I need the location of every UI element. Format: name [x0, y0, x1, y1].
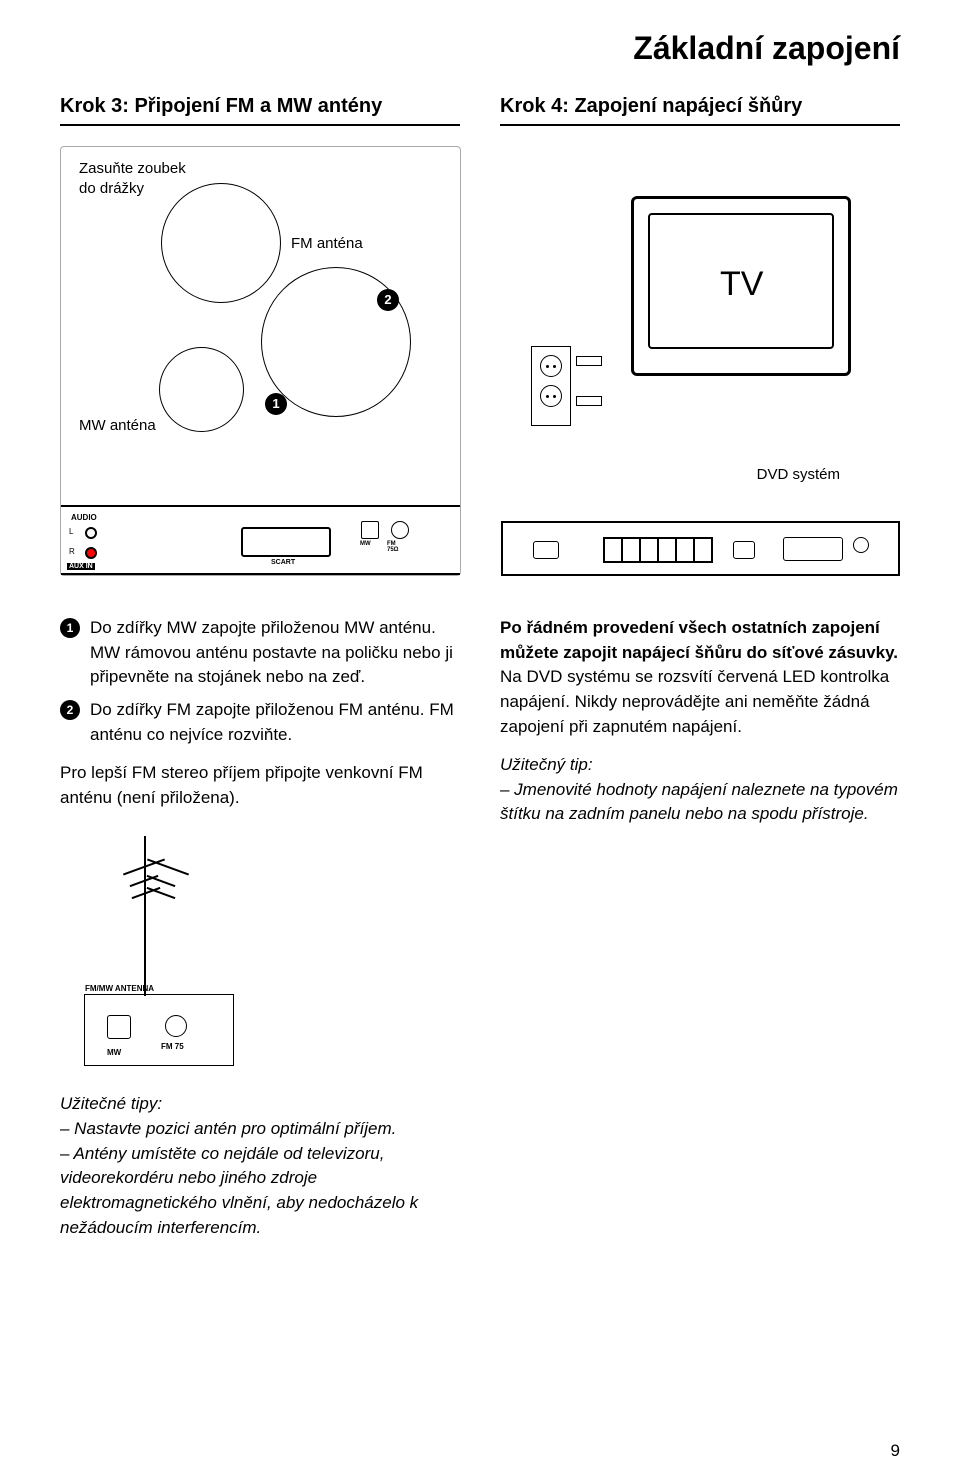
label-fm-antena: FM anténa	[291, 235, 363, 252]
rca-l-icon	[85, 527, 97, 539]
conn-fm-label: FM 75	[161, 1041, 184, 1053]
step-item-2: 2 Do zdířky FM zapojte přiloženou FM ant…	[60, 698, 460, 747]
callout-1: 1	[265, 393, 287, 415]
num-circle-1: 1	[60, 618, 80, 638]
dvd-system-label: DVD systém	[757, 466, 840, 483]
tips-head: Užitečné tipy:	[60, 1092, 460, 1117]
panel-l: L	[69, 527, 73, 536]
scart-port-icon	[783, 537, 843, 561]
rear-panel-right	[501, 521, 900, 576]
conn-fm-icon	[165, 1015, 187, 1037]
diagram-power: TV DVD systém	[501, 146, 900, 576]
antenna-connector-box: FM/MW ANTENNA MW FM 75	[84, 994, 234, 1066]
right-p1: Po řádném provedení všech ostatních zapo…	[500, 616, 900, 665]
diagrams-row: Zasuňte zoubek do drážky FM anténa MW an…	[60, 146, 900, 576]
panel-r: R	[69, 547, 75, 556]
label-zasunte-l2: do drážky	[79, 179, 186, 199]
callout-2: 2	[377, 289, 399, 311]
steps-row: Krok 3: Připojení FM a MW antény Krok 4:…	[60, 95, 900, 126]
plug-2-icon	[576, 396, 602, 406]
auxin-port-icon	[733, 541, 755, 559]
step-item-1: 1 Do zdířky MW zapojte přiloženou MW ant…	[60, 616, 460, 690]
label-zasunte-l1: Zasuňte zoubek	[79, 159, 186, 179]
antenna-arm-icon	[147, 859, 189, 876]
mw-port-label: MW	[360, 541, 371, 547]
step2-text: Do zdířky FM zapojte přiloženou FM antén…	[90, 698, 460, 747]
right-column: Po řádném provedení všech ostatních zapo…	[500, 616, 900, 1240]
tip-head-right: Užitečný tip:	[500, 753, 900, 778]
page-number: 9	[891, 1441, 900, 1461]
tv-label: TV	[720, 265, 763, 304]
diagram-antenna: Zasuňte zoubek do drážky FM anténa MW an…	[60, 146, 461, 576]
rear-panel-left: AUDIO L R AUX IN SCART MW FM 75Ω	[61, 505, 460, 575]
scart-icon	[241, 527, 331, 557]
panel-audio-label: AUDIO	[71, 513, 97, 522]
step4-heading: Krok 4: Zapojení napájecí šňůry	[500, 95, 900, 126]
label-zasunte: Zasuňte zoubek do drážky	[79, 159, 186, 198]
fm-port-icon	[391, 521, 409, 539]
conn-header: FM/MW ANTENNA	[85, 983, 154, 995]
detail-circle-1	[161, 183, 281, 303]
page-title: Základní zapojení	[60, 30, 900, 67]
outdoor-antenna-illus: FM/MW ANTENNA MW FM 75	[84, 836, 284, 1066]
socket-2-icon	[540, 385, 562, 407]
panel-auxin: AUX IN	[67, 563, 95, 570]
tv-back: TV	[631, 196, 851, 376]
tips-left: Užitečné tipy: – Nastavte pozici antén p…	[60, 1092, 460, 1240]
fm-stereo-para: Pro lepší FM stereo příjem připojte venk…	[60, 761, 460, 810]
scart-label: SCART	[271, 559, 295, 566]
tip-2: – Antény umístěte co nejdále od televizo…	[60, 1142, 460, 1241]
tip-body-right: – Jmenovité hodnoty napájení naleznete n…	[500, 778, 900, 827]
step1-text: Do zdířky MW zapojte přiloženou MW antén…	[90, 616, 460, 690]
antenna-arm-icon	[147, 887, 176, 899]
text-columns: 1 Do zdířky MW zapojte přiloženou MW ant…	[60, 616, 900, 1240]
right-p2: Na DVD systému se rozsvítí červená LED k…	[500, 665, 900, 739]
speaker-ports-icon	[603, 537, 713, 563]
socket-1-icon	[540, 355, 562, 377]
antenna-arm-icon	[147, 875, 176, 887]
num-circle-2: 2	[60, 700, 80, 720]
detail-circle-3	[159, 347, 244, 432]
tv-inner: TV	[648, 213, 834, 349]
plug-1-icon	[576, 356, 602, 366]
mw-port-icon	[361, 521, 379, 539]
ac-port-icon	[533, 541, 559, 559]
tips-right: Užitečný tip: – Jmenovité hodnoty napáje…	[500, 753, 900, 827]
conn-mw-label: MW	[107, 1047, 121, 1059]
tip-1: – Nastavte pozici antén pro optimální př…	[60, 1117, 460, 1142]
left-column: 1 Do zdířky MW zapojte přiloženou MW ant…	[60, 616, 460, 1240]
wall-outlet	[531, 346, 571, 426]
label-mw-antena: MW anténa	[79, 417, 156, 434]
step3-heading: Krok 3: Připojení FM a MW antény	[60, 95, 460, 126]
conn-mw-icon	[107, 1015, 131, 1039]
fm-port-icon-2	[853, 537, 869, 553]
fm-port-label: FM 75Ω	[387, 541, 398, 553]
rca-r-icon	[85, 547, 97, 559]
